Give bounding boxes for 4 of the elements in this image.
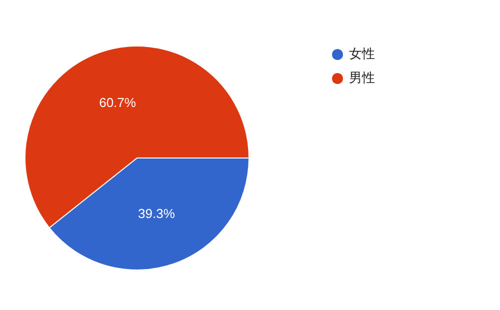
- legend-label: 女性: [349, 47, 375, 62]
- legend-label: 男性: [349, 71, 375, 86]
- data-label: 60.7%: [99, 94, 136, 110]
- data-label: 39.3%: [138, 206, 176, 222]
